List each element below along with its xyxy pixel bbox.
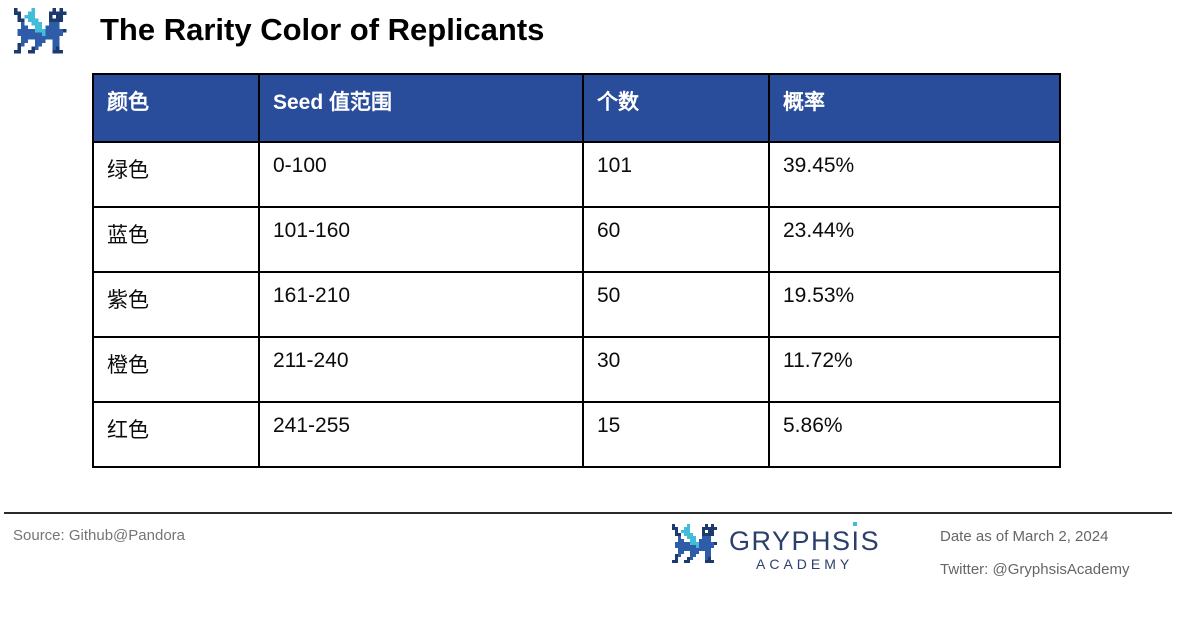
cell-seed-range: 161-210: [258, 271, 584, 338]
cell-color: 蓝色: [92, 206, 260, 273]
header-color: 颜色: [92, 73, 260, 143]
wordmark-dotted-i: I: [851, 526, 861, 556]
table-row: 绿色 0-100 101 39.45%: [92, 141, 1061, 208]
cell-probability: 11.72%: [768, 336, 1061, 403]
table-row: 蓝色 101-160 60 23.44%: [92, 206, 1061, 273]
dragon-logo-icon: [14, 8, 67, 54]
header-count: 个数: [582, 73, 770, 143]
cell-count: 30: [582, 336, 770, 403]
dragon-logo-icon: [672, 524, 717, 563]
cell-count: 60: [582, 206, 770, 273]
table-row: 紫色 161-210 50 19.53%: [92, 271, 1061, 338]
header-seed-range: Seed 值范围: [258, 73, 584, 143]
table-row: 红色 241-255 15 5.86%: [92, 401, 1061, 468]
cell-count: 101: [582, 141, 770, 208]
cell-seed-range: 241-255: [258, 401, 584, 468]
cell-count: 15: [582, 401, 770, 468]
wordmark-part: S: [860, 526, 881, 556]
cell-probability: 23.44%: [768, 206, 1061, 273]
cell-probability: 39.45%: [768, 141, 1061, 208]
table-header-row: 颜色 Seed 值范围 个数 概率: [92, 73, 1061, 143]
cell-color: 红色: [92, 401, 260, 468]
footer-divider: [4, 512, 1172, 514]
cell-seed-range: 0-100: [258, 141, 584, 208]
cell-color: 橙色: [92, 336, 260, 403]
cell-seed-range: 211-240: [258, 336, 584, 403]
academy-subtitle: ACADEMY: [756, 556, 854, 572]
source-attribution: Source: Github@Pandora: [13, 527, 185, 544]
gryphsis-wordmark: GRYPHSIS: [729, 526, 880, 557]
page-title: The Rarity Color of Replicants: [100, 12, 545, 47]
cell-color: 绿色: [92, 141, 260, 208]
cell-color: 紫色: [92, 271, 260, 338]
date-note: Date as of March 2, 2024: [940, 528, 1109, 545]
cell-probability: 19.53%: [768, 271, 1061, 338]
rarity-table: 颜色 Seed 值范围 个数 概率 绿色 0-100 101 39.45% 蓝色…: [92, 73, 1061, 468]
wordmark-part: GRYPHS: [729, 526, 852, 556]
cell-probability: 5.86%: [768, 401, 1061, 468]
cell-count: 50: [582, 271, 770, 338]
cell-seed-range: 101-160: [258, 206, 584, 273]
twitter-handle: Twitter: @GryphsisAcademy: [940, 561, 1130, 578]
header-probability: 概率: [768, 73, 1061, 143]
table-row: 橙色 211-240 30 11.72%: [92, 336, 1061, 403]
